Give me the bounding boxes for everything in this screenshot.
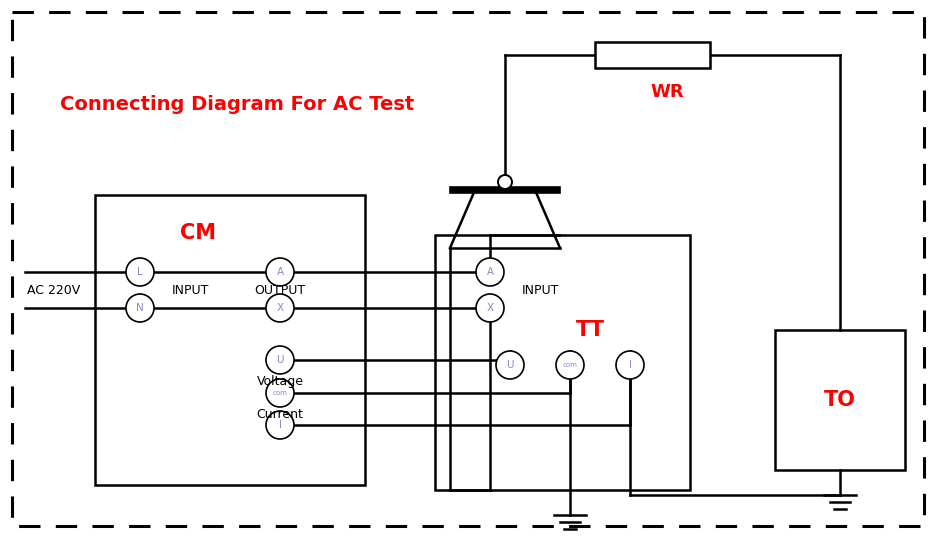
Text: Connecting Diagram For AC Test: Connecting Diagram For AC Test — [60, 96, 415, 115]
Text: N: N — [136, 303, 144, 313]
Circle shape — [266, 258, 294, 286]
Text: com: com — [563, 362, 578, 368]
Text: WR: WR — [651, 83, 684, 101]
Text: Current: Current — [256, 408, 303, 421]
Text: AC 220V: AC 220V — [27, 284, 80, 296]
Circle shape — [266, 294, 294, 322]
Circle shape — [126, 294, 154, 322]
Text: Voltage: Voltage — [256, 376, 303, 388]
Circle shape — [266, 346, 294, 374]
Text: OUTPUT: OUTPUT — [255, 284, 305, 296]
Text: INPUT: INPUT — [522, 284, 560, 296]
Text: INPUT: INPUT — [171, 284, 209, 296]
Text: CM: CM — [180, 223, 215, 243]
FancyBboxPatch shape — [595, 42, 710, 68]
Circle shape — [266, 411, 294, 439]
Text: A: A — [487, 267, 493, 277]
Text: com: com — [272, 390, 287, 396]
Text: L: L — [138, 267, 143, 277]
Circle shape — [126, 258, 154, 286]
Circle shape — [476, 258, 504, 286]
Text: I: I — [279, 420, 282, 430]
Text: A: A — [276, 267, 284, 277]
Circle shape — [498, 175, 512, 189]
FancyBboxPatch shape — [775, 330, 905, 470]
Text: U: U — [506, 360, 514, 370]
Text: U: U — [276, 355, 284, 365]
Circle shape — [496, 351, 524, 379]
Text: TT: TT — [576, 320, 605, 340]
Circle shape — [266, 379, 294, 407]
Text: TO: TO — [824, 390, 856, 410]
Circle shape — [476, 294, 504, 322]
Text: X: X — [487, 303, 493, 313]
Circle shape — [616, 351, 644, 379]
Text: I: I — [628, 360, 632, 370]
Text: X: X — [276, 303, 284, 313]
Circle shape — [556, 351, 584, 379]
